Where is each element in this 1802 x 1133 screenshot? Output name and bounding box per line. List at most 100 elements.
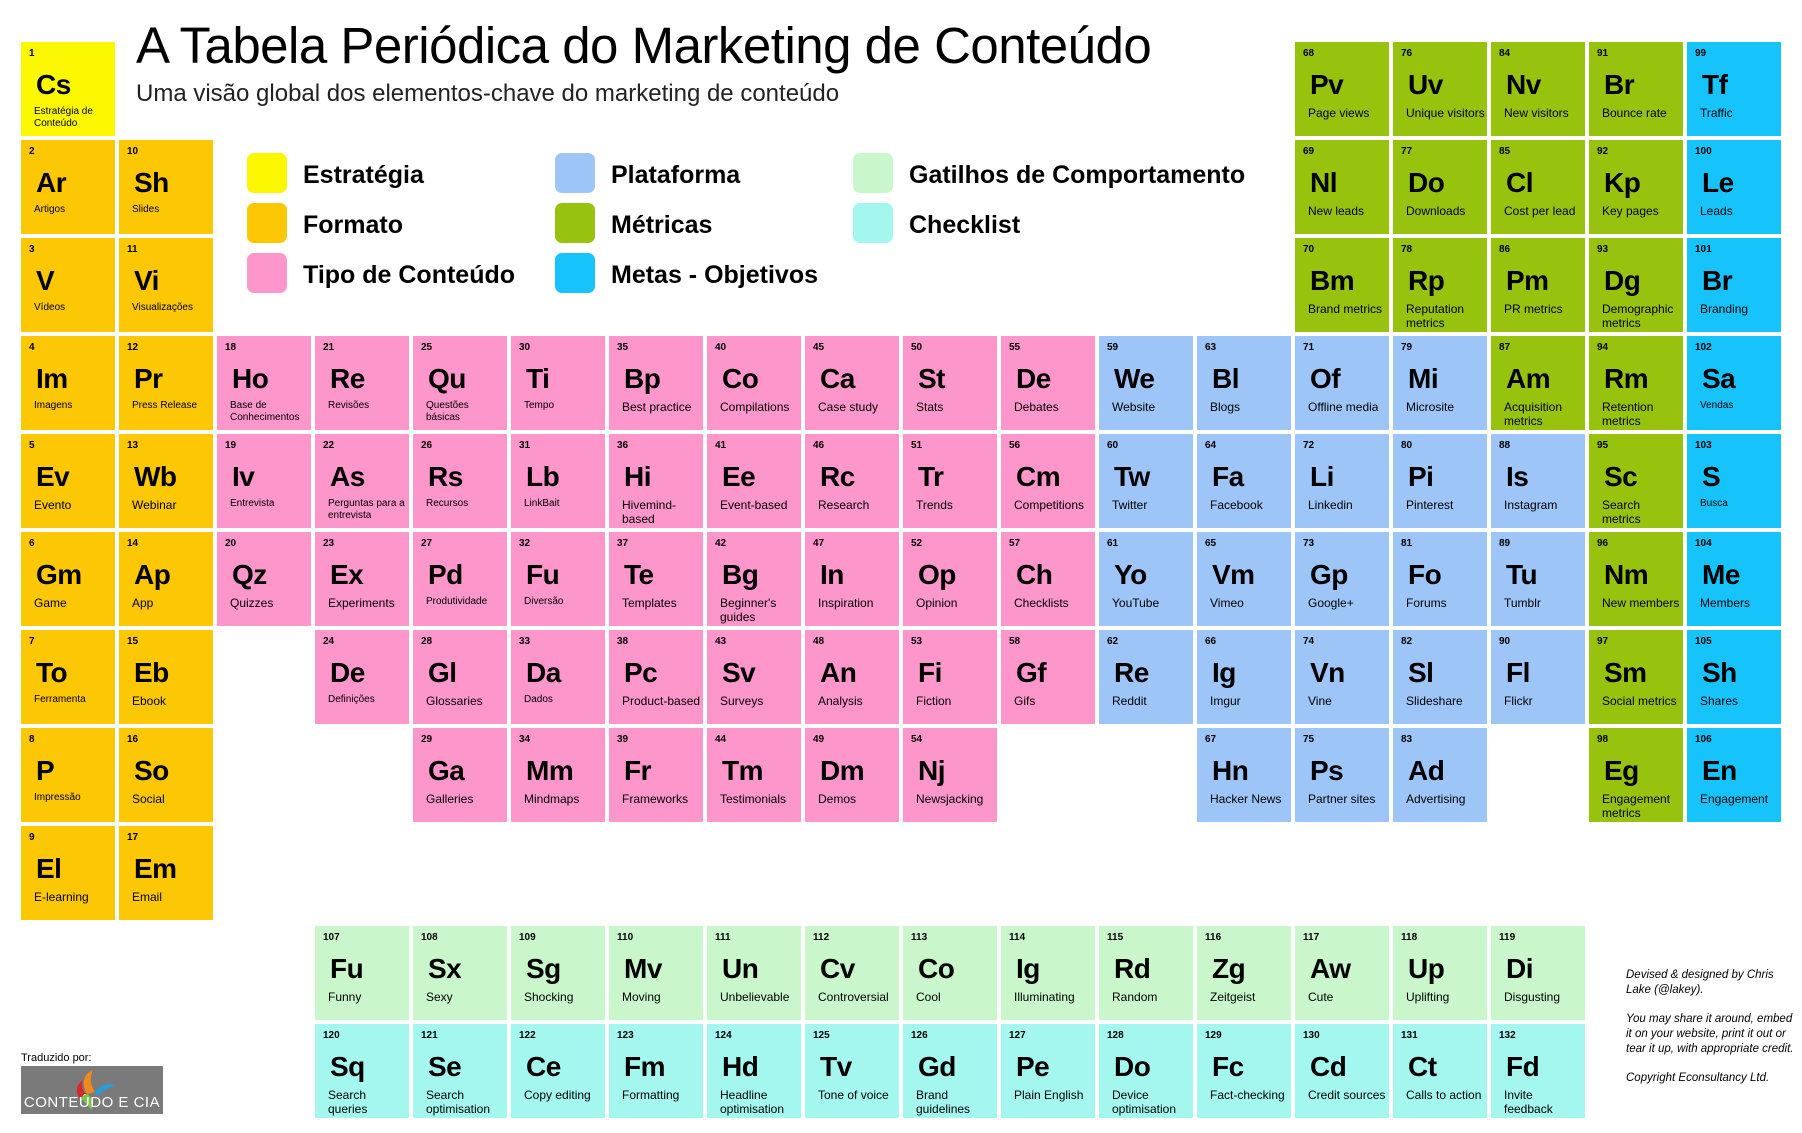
element-cell-43: 43 Sv Surveys	[707, 630, 801, 724]
element-number: 111	[715, 932, 731, 943]
element-number: 35	[617, 342, 629, 353]
element-symbol: Hd	[722, 1051, 759, 1082]
element-number: 92	[1597, 146, 1609, 157]
element-cell-81: 81 Fo Forums	[1393, 532, 1487, 626]
element-symbol: Da	[526, 657, 561, 688]
element-cell-111: 111 Un Unbelievable	[707, 926, 801, 1020]
element-number: 48	[813, 636, 825, 647]
element-name: Webinar	[132, 498, 177, 512]
element-cell-122: 122 Ce Copy editing	[511, 1024, 605, 1118]
element-symbol: Fu	[526, 559, 560, 590]
element-cell-18: 18 Ho Base de Conhecimentos	[217, 336, 311, 430]
element-cell-62: 62 Re Reddit	[1099, 630, 1193, 724]
element-symbol: Bp	[624, 363, 661, 394]
element-number: 73	[1303, 538, 1315, 549]
element-name: Sexy	[426, 990, 453, 1004]
element-symbol: As	[330, 461, 365, 492]
element-name: Twitter	[1112, 498, 1148, 512]
element-symbol: Up	[1408, 953, 1445, 984]
element-symbol: S	[1702, 461, 1721, 492]
element-symbol: Fm	[624, 1051, 666, 1082]
element-name: Hivemind-based	[622, 498, 677, 526]
element-cell-7: 7 To Ferramenta	[21, 630, 115, 724]
legend-label: Plataforma	[611, 161, 741, 189]
element-cell-100: 100 Le Leads	[1687, 140, 1781, 234]
element-number: 106	[1695, 734, 1712, 745]
element-number: 119	[1499, 932, 1516, 943]
element-number: 102	[1695, 342, 1712, 353]
element-cell-106: 106 En Engagement	[1687, 728, 1781, 822]
element-number: 132	[1499, 1030, 1516, 1041]
element-cell-65: 65 Vm Vimeo	[1197, 532, 1291, 626]
element-number: 9	[29, 832, 35, 843]
element-symbol: Hn	[1212, 755, 1249, 786]
element-cell-56: 56 Cm Competitions	[1001, 434, 1095, 528]
element-symbol: Tw	[1114, 461, 1150, 492]
element-cell-74: 74 Vn Vine	[1295, 630, 1389, 724]
element-cell-94: 94 Rm Retention metrics	[1589, 336, 1683, 430]
element-number: 131	[1401, 1030, 1418, 1041]
element-cell-114: 114 Ig Illuminating	[1001, 926, 1095, 1020]
element-symbol: Fr	[624, 755, 652, 786]
element-cell-3: 3 V Vídeos	[21, 238, 115, 332]
element-cell-68: 68 Pv Page views	[1295, 42, 1389, 136]
element-symbol: Sh	[1702, 657, 1737, 688]
element-name: Fact-checking	[1210, 1088, 1285, 1102]
element-symbol: Ho	[232, 363, 269, 394]
element-symbol: Ct	[1408, 1051, 1437, 1082]
element-name: Device optimisation	[1112, 1088, 1177, 1116]
element-symbol: Re	[1114, 657, 1149, 688]
element-name: Diversão	[524, 596, 564, 607]
element-cell-96: 96 Nm New members	[1589, 532, 1683, 626]
legend-swatch	[247, 153, 287, 193]
element-number: 77	[1401, 146, 1413, 157]
element-cell-40: 40 Co Compilations	[707, 336, 801, 430]
element-number: 95	[1597, 440, 1609, 451]
element-cell-128: 128 Do Device optimisation	[1099, 1024, 1193, 1118]
element-name: Instagram	[1504, 498, 1558, 512]
element-symbol: Ar	[36, 167, 67, 198]
element-number: 120	[323, 1030, 340, 1041]
element-symbol: Ps	[1310, 755, 1344, 786]
element-name: Random	[1112, 990, 1158, 1004]
element-cell-42: 42 Bg Beginner's guides	[707, 532, 801, 626]
element-name: Disgusting	[1504, 990, 1561, 1004]
element-symbol: Fa	[1212, 461, 1244, 492]
credits-designer: Devised & designed by Chris Lake (@lakey…	[1626, 969, 1774, 996]
element-cell-58: 58 Gf Gifs	[1001, 630, 1095, 724]
element-cell-26: 26 Rs Recursos	[413, 434, 507, 528]
element-number: 125	[813, 1030, 830, 1041]
element-symbol: Tr	[918, 461, 944, 492]
element-name: Revisões	[328, 400, 370, 411]
element-name: Quizzes	[230, 596, 274, 610]
element-symbol: Pd	[428, 559, 463, 590]
element-cell-24: 24 De Definições	[315, 630, 409, 724]
element-cell-27: 27 Pd Produtividade	[413, 532, 507, 626]
element-cell-69: 69 Nl New leads	[1295, 140, 1389, 234]
element-name: Pinterest	[1406, 498, 1454, 512]
element-symbol: Ca	[820, 363, 855, 394]
element-number: 40	[715, 342, 727, 353]
element-number: 36	[617, 440, 629, 451]
element-number: 52	[911, 538, 923, 549]
element-number: 58	[1009, 636, 1021, 647]
conteudo-e-cia-logo: CONTEÚDO E CIA	[21, 1066, 163, 1114]
element-symbol: Nj	[918, 755, 946, 786]
element-cell-121: 121 Se Search optimisation	[413, 1024, 507, 1118]
element-cell-39: 39 Fr Frameworks	[609, 728, 703, 822]
element-name: Frameworks	[622, 792, 689, 806]
element-number: 22	[323, 440, 335, 451]
element-symbol: Im	[36, 363, 68, 394]
element-name: Uplifting	[1406, 990, 1450, 1004]
element-name: Cute	[1308, 990, 1334, 1004]
element-cell-8: 8 P Impressão	[21, 728, 115, 822]
element-name: Key pages	[1602, 204, 1659, 218]
element-name: Demos	[818, 792, 857, 806]
element-cell-14: 14 Ap App	[119, 532, 213, 626]
element-cell-109: 109 Sg Shocking	[511, 926, 605, 1020]
element-cell-132: 132 Fd Invite feedback	[1491, 1024, 1585, 1118]
element-number: 105	[1695, 636, 1712, 647]
element-number: 63	[1205, 342, 1217, 353]
element-cell-57: 57 Ch Checklists	[1001, 532, 1095, 626]
element-number: 54	[911, 734, 923, 745]
